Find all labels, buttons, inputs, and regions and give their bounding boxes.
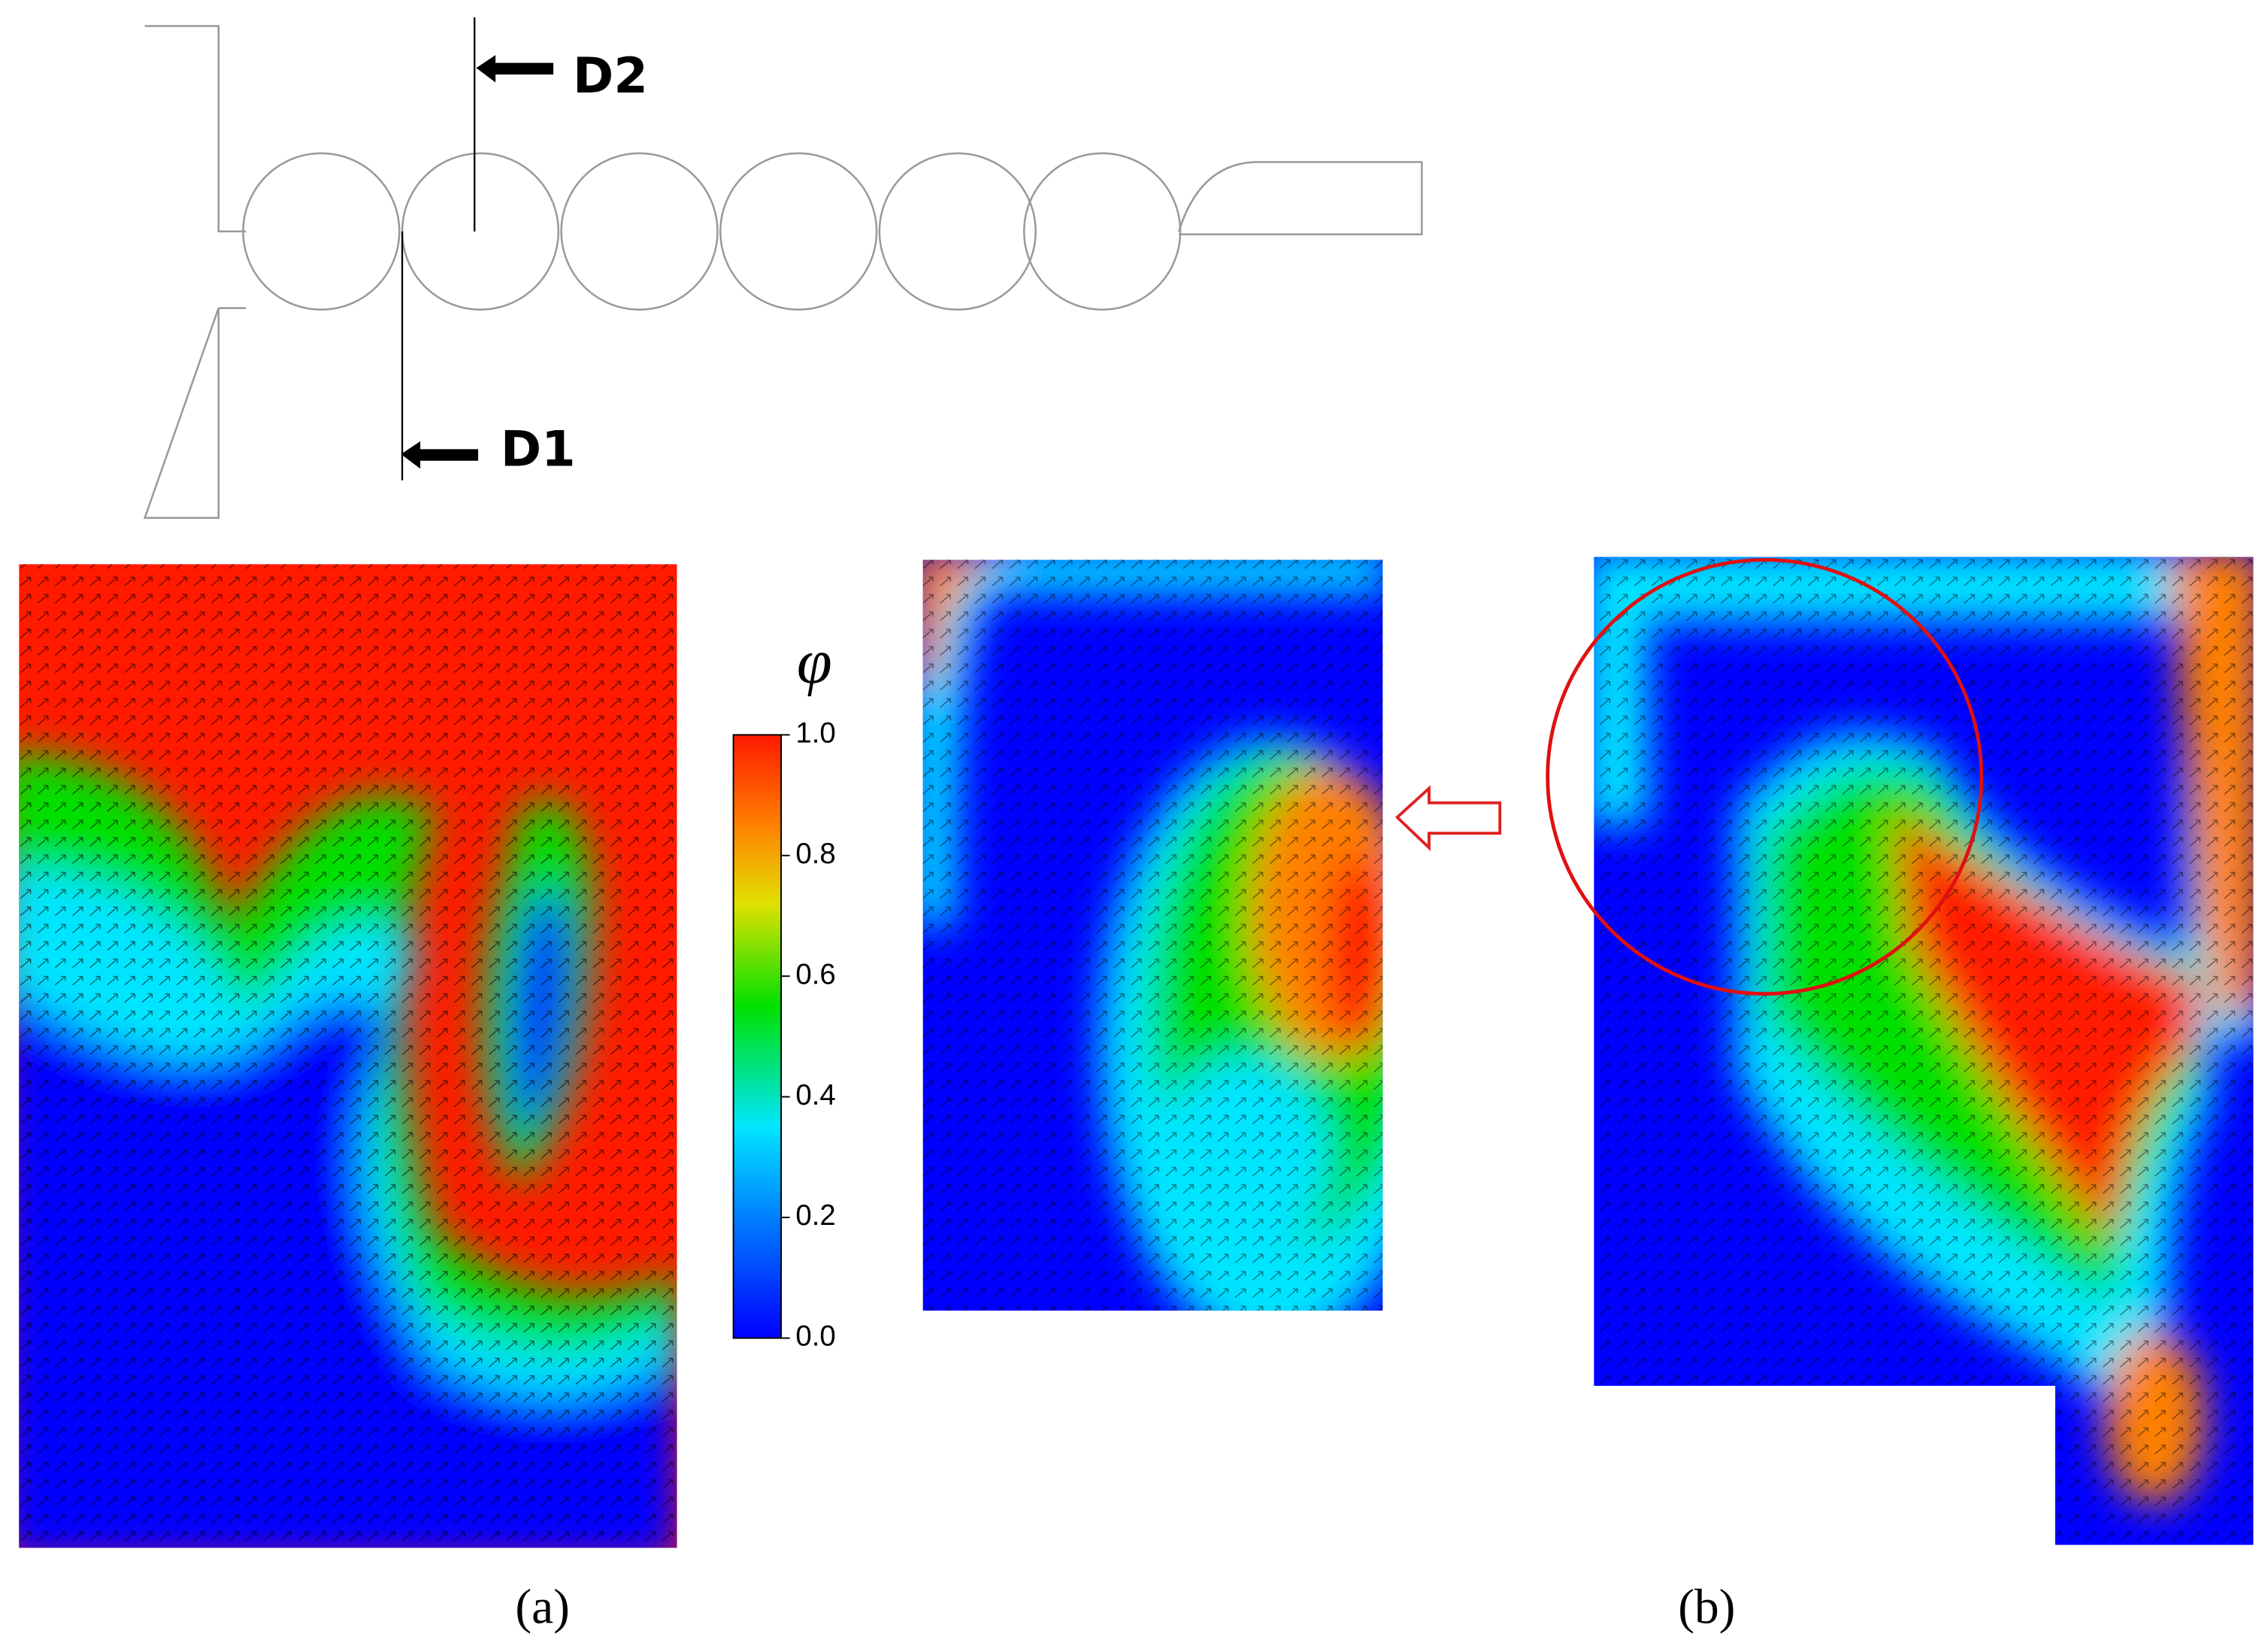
contour-b [1594, 556, 2254, 1545]
colorbar-tick-label: 1.0 [795, 717, 835, 749]
cut-lines [401, 17, 554, 480]
caption-a: (a) [515, 1581, 570, 1635]
label-d2: D2 [573, 47, 648, 105]
colorbar-symbol: φ [797, 627, 832, 697]
contour-zoom [922, 559, 1383, 1311]
colorbar-tick-label: 0.6 [795, 958, 835, 990]
schematic [143, 25, 1423, 519]
highlight-circle [1546, 558, 1984, 996]
colorbar-tick-label: 0.2 [795, 1199, 835, 1232]
colorbar [732, 734, 783, 1339]
zoom-arrow [1394, 785, 1502, 851]
label-d1: D1 [501, 420, 576, 477]
colorbar-tick-label: 0.8 [795, 838, 835, 870]
caption-b: (b) [1678, 1581, 1735, 1635]
colorbar-tick-label: 0.0 [795, 1320, 835, 1353]
contour-a [19, 564, 677, 1548]
colorbar-tick-label: 0.4 [795, 1079, 835, 1111]
